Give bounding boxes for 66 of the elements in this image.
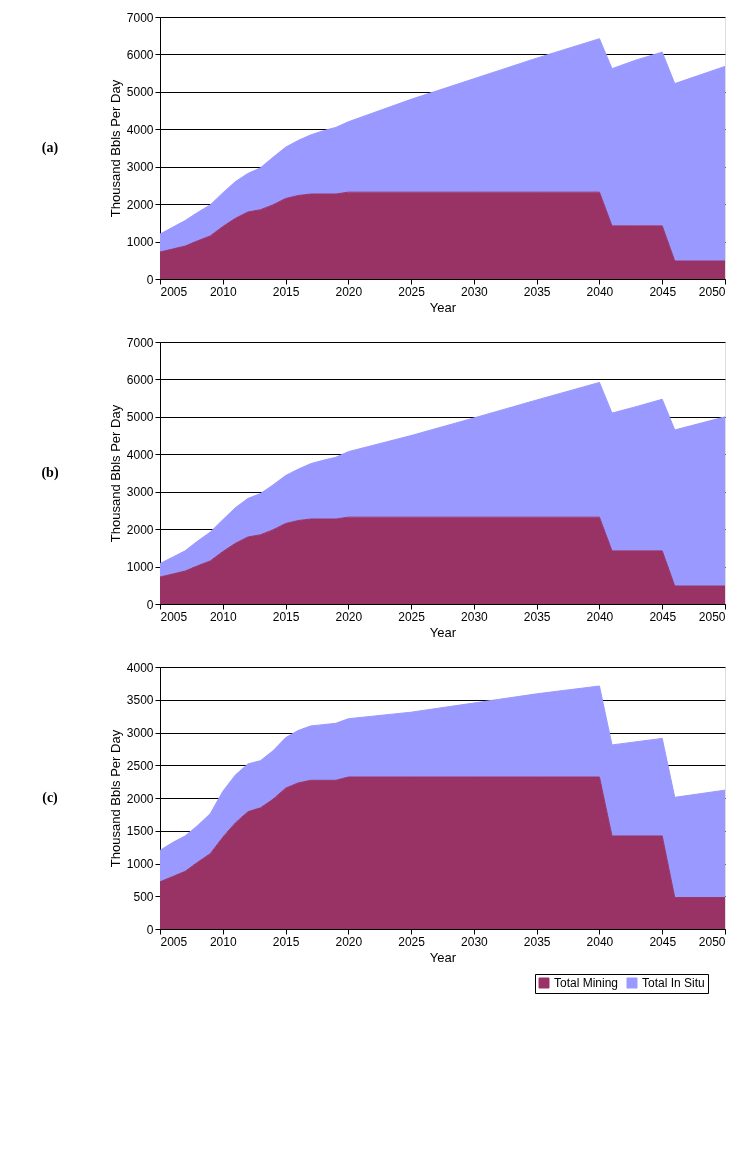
x-tick-label: 2045 [649, 284, 677, 299]
y-tick-label: 3500 [126, 693, 154, 708]
x-tick-label: 2050 [698, 284, 726, 299]
y-tick-label: 0 [146, 272, 154, 287]
x-axis-title: Year [429, 299, 457, 315]
x-tick-label: 2050 [698, 609, 726, 624]
y-tick-label: 2500 [126, 758, 154, 773]
x-tick-label: 2045 [649, 934, 677, 949]
y-tick-label: 4000 [126, 122, 154, 137]
x-tick-label: 2005 [160, 609, 188, 624]
x-tick-label: 2045 [649, 609, 677, 624]
text: (b) [41, 465, 59, 481]
x-axis-title: Year [429, 624, 457, 640]
y-tick-label: 0 [146, 597, 154, 612]
y-tick-label: 4000 [126, 447, 154, 462]
y-axis-title: Thousand Bbls Per Day [107, 404, 123, 543]
y-tick-label: 3000 [126, 160, 154, 175]
y-tick-label: 2000 [126, 197, 154, 212]
y-tick-label: 5000 [126, 85, 154, 100]
y-tick-label: 3000 [126, 485, 154, 500]
x-tick-label: 2030 [461, 609, 489, 624]
y-tick-label: 2000 [126, 791, 154, 806]
y-tick-label: 500 [133, 889, 154, 904]
legend-label: Total Mining [554, 976, 619, 990]
x-tick-label: 2035 [523, 934, 551, 949]
x-tick-label: 2035 [523, 609, 551, 624]
x-tick-label: 2025 [398, 609, 426, 624]
text: (a) [41, 140, 59, 156]
y-tick-label: 6000 [126, 47, 154, 62]
x-tick-label: 2015 [272, 284, 300, 299]
y-tick-label: 1000 [126, 235, 154, 250]
y-tick-label: 1000 [126, 857, 154, 871]
x-tick-label: 2025 [398, 284, 426, 299]
x-tick-label: 2015 [272, 609, 300, 624]
x-tick-label: 2050 [698, 934, 726, 949]
x-tick-label: 2035 [523, 284, 551, 299]
y-tick-label: 4000 [126, 660, 154, 675]
x-tick-label: 2025 [398, 934, 426, 949]
x-tick-label: 2010 [209, 284, 237, 299]
x-tick-label: 2010 [209, 934, 237, 949]
x-tick-label: 2040 [586, 284, 614, 299]
y-tick-label: 5000 [126, 410, 154, 425]
x-tick-label: 2010 [209, 609, 237, 624]
y-axis-title: Thousand Bbls Per Day [107, 79, 123, 218]
y-tick-label: 0 [146, 922, 154, 937]
x-tick-label: 2040 [586, 609, 614, 624]
y-tick-label: 6000 [126, 372, 154, 387]
x-tick-label: 2005 [160, 934, 188, 949]
y-axis-title: Thousand Bbls Per Day [107, 729, 123, 868]
y-tick-label: 2000 [126, 522, 154, 537]
x-tick-label: 2020 [335, 284, 363, 299]
x-tick-label: 2030 [461, 284, 489, 299]
x-tick-label: 2040 [586, 934, 614, 949]
y-tick-label: 1000 [126, 560, 154, 575]
y-tick-label: 3000 [126, 726, 154, 740]
y-tick-label: 1500 [126, 824, 154, 839]
x-axis-title: Year [429, 949, 457, 965]
y-tick-label: 7000 [126, 10, 154, 25]
y-tick-label: 7000 [126, 335, 154, 350]
text: (c) [42, 790, 59, 806]
x-tick-label: 2020 [335, 609, 363, 624]
x-tick-label: 2015 [272, 934, 300, 949]
x-tick-label: 2020 [335, 934, 363, 949]
x-tick-label: 2005 [160, 284, 188, 299]
x-tick-label: 2030 [461, 934, 489, 949]
legend-label: Total In Situ [642, 976, 705, 990]
